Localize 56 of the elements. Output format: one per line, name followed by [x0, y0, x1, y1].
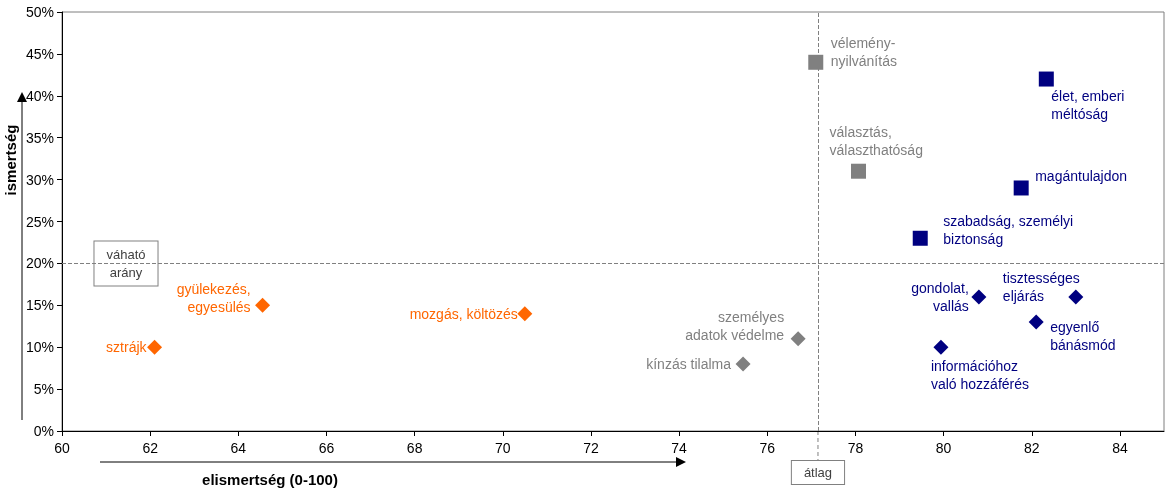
x-tick-label: 74: [671, 440, 688, 456]
annotation: gondolat, vallás: [911, 279, 969, 314]
annotation: szabadság, személyi biztonság: [943, 213, 1074, 248]
ref-line-label: váható arány: [106, 246, 146, 280]
x-tick-label: 72: [583, 440, 599, 456]
y-tick-label: 10%: [25, 339, 54, 356]
annotation: információhoz való hozzáférés: [930, 358, 1030, 393]
y-tick-label: 20%: [25, 255, 54, 272]
point: [971, 289, 987, 305]
point: [1013, 180, 1029, 196]
annotation: mozgás, költözés: [409, 305, 518, 322]
point: [255, 297, 271, 313]
annotation: egyenlő bánásmód: [1050, 319, 1116, 354]
y-tick-label: 50%: [25, 4, 54, 20]
point: [851, 163, 867, 179]
x-tick-label: 80: [935, 440, 952, 456]
ref-line-label: átlag: [803, 465, 833, 480]
y-tick-label: 5%: [33, 381, 54, 398]
y-tick-label: 40%: [25, 87, 54, 104]
annotation: vélemény- nyilvánítás: [830, 35, 897, 70]
x-tick-label: 70: [495, 440, 511, 456]
x-tick-label: 66: [318, 440, 335, 456]
point: [912, 230, 928, 246]
annotation: magántulajdon: [1035, 167, 1128, 184]
x-tick-label: 64: [230, 440, 247, 456]
point: [517, 306, 533, 322]
annotation: élet, emberi méltóság: [1051, 88, 1125, 123]
x-tick-label: 60: [54, 440, 70, 456]
annotation: tisztességes eljárás: [1002, 269, 1080, 304]
point: [147, 339, 163, 355]
y-tick-label: 15%: [25, 297, 54, 314]
point: [790, 331, 806, 347]
x-tick-label: 78: [847, 440, 864, 456]
annotation: gyülekezés, egyesülés: [176, 281, 251, 316]
point: [1068, 289, 1084, 305]
y-tick-label: 45%: [25, 45, 54, 62]
y-tick-label: 25%: [25, 213, 54, 230]
annotation: sztrájk: [106, 339, 148, 356]
x-tick-label: 82: [1023, 440, 1040, 456]
annotation: kínzás tilalma: [646, 355, 732, 372]
x-tick-label: 62: [142, 440, 159, 456]
point: [735, 356, 751, 372]
x-tick-label: 68: [406, 440, 423, 456]
y-tick-label: 0%: [33, 423, 54, 439]
point: [808, 54, 824, 70]
x-axis-title: elismertség (0-100): [202, 470, 338, 488]
annotation: személyes adatok védelme: [685, 308, 785, 343]
x-tick-label: 76: [759, 440, 776, 456]
x-tick-label: 84: [1112, 440, 1128, 456]
point: [1038, 71, 1054, 87]
y-axis-title: ismertség: [1, 124, 19, 196]
y-tick-label: 35%: [25, 129, 54, 146]
annotation: választás, választhatóság: [829, 124, 923, 159]
point: [933, 339, 949, 355]
y-tick-label: 30%: [25, 171, 54, 188]
point: [1028, 314, 1044, 330]
